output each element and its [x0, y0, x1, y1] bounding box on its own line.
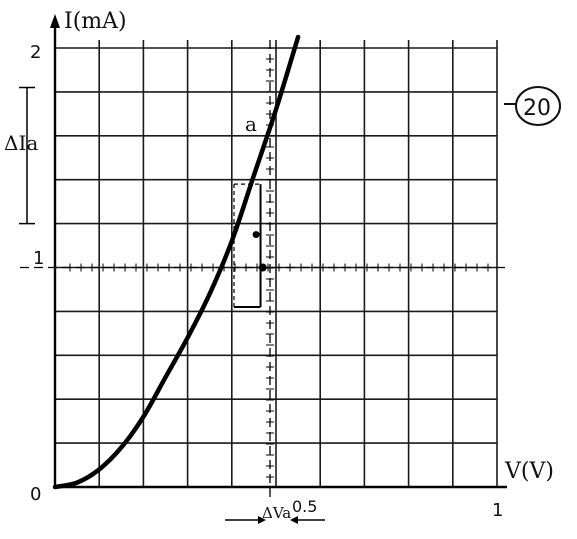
point-a-label: a: [245, 112, 257, 136]
delta-v-arrowhead-right: [290, 516, 298, 524]
delta-v-arrowhead-left: [258, 516, 266, 524]
axes: [50, 14, 507, 489]
x-tick-label-0-5: 0.5: [292, 497, 317, 516]
figure-number-circle: [515, 86, 561, 126]
delta-v-label: ΔVa: [262, 504, 291, 522]
delta-i-label: ΔIa: [4, 131, 38, 155]
operating-point-upper: [252, 231, 260, 239]
x-axis-title: V(V): [504, 459, 554, 484]
y-axis-title: I(mA): [64, 9, 127, 34]
y-tick-label-2: 2: [30, 42, 41, 63]
figure-number: 20: [523, 96, 551, 121]
figure-number-badge: 20: [504, 86, 561, 126]
series-layer: [52, 34, 301, 490]
x-tick-label-1: 1: [492, 500, 503, 521]
operating-point: [258, 263, 267, 272]
y-axis-arrow: [50, 14, 60, 28]
y-tick-label-0: 0: [30, 484, 41, 505]
series-line-0: [52, 34, 301, 490]
y-tick-label-1: 1: [33, 248, 44, 269]
construction-lines: [19, 40, 509, 524]
